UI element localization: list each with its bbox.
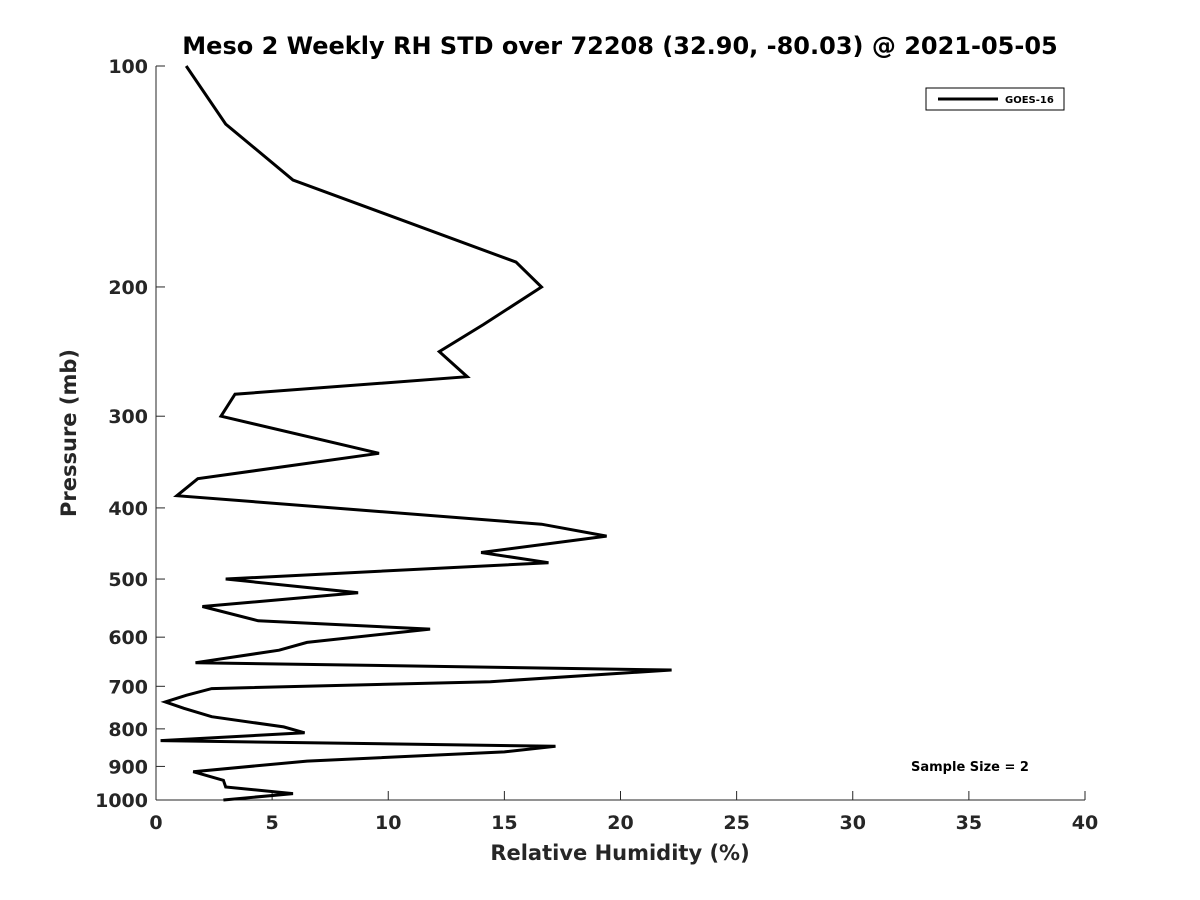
y-tick-label: 900: [108, 756, 148, 778]
x-tick-label: 5: [266, 812, 279, 834]
chart-title: Meso 2 Weekly RH STD over 72208 (32.90, …: [182, 32, 1057, 60]
y-axis-ticks: 100 200 300 400 500 600 700 800 900 1000: [95, 56, 165, 812]
x-axis-ticks: 0 5 10 15 20 25 30 35 40: [149, 791, 1098, 834]
x-tick-label: 40: [1072, 812, 1098, 834]
y-tick-label: 500: [108, 569, 148, 591]
legend: GOES-16: [925, 87, 1065, 111]
y-tick-label: 300: [108, 406, 148, 428]
x-tick-label: 20: [607, 812, 633, 834]
x-tick-label: 35: [956, 812, 982, 834]
y-tick-label: 700: [108, 676, 148, 698]
y-tick-label: 1000: [95, 790, 148, 812]
x-tick-label: 0: [149, 812, 162, 834]
y-axis-label: Pressure (mb): [57, 349, 81, 517]
y-tick-label: 100: [108, 56, 148, 78]
y-tick-label: 800: [108, 719, 148, 741]
y-tick-label: 600: [108, 627, 148, 649]
x-tick-label: 25: [723, 812, 749, 834]
y-tick-label: 200: [108, 277, 148, 299]
x-tick-label: 15: [491, 812, 517, 834]
x-axis-label: Relative Humidity (%): [490, 841, 749, 865]
series-layer: [160, 65, 672, 802]
y-tick-label: 400: [108, 498, 148, 520]
legend-label: GOES-16: [1005, 95, 1054, 106]
x-tick-label: 30: [840, 812, 866, 834]
x-tick-label: 10: [375, 812, 401, 834]
sample-size-annotation: Sample Size = 2: [911, 760, 1029, 775]
series-line-0: [160, 65, 672, 802]
